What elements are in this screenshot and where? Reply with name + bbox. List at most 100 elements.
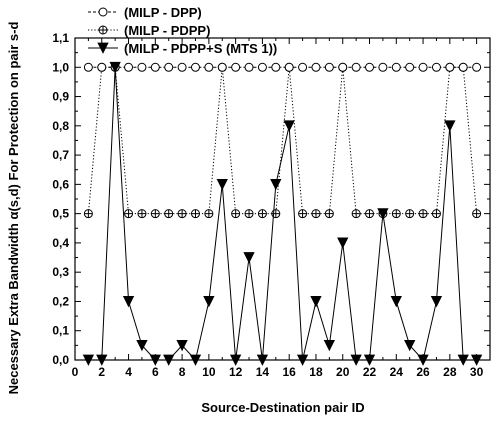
legend-marker: [97, 42, 109, 54]
data-point: [418, 62, 428, 72]
data-point: [257, 209, 267, 219]
data-point: [124, 62, 134, 72]
data-point: [150, 209, 160, 219]
x-tick-label: 24: [390, 365, 404, 379]
data-point: [244, 209, 254, 219]
y-tick-label: 0,2: [52, 294, 69, 308]
x-tick-label: 10: [202, 365, 216, 379]
data-point: [271, 62, 281, 72]
data-point: [445, 62, 455, 72]
data-point: [283, 120, 295, 132]
data-point: [391, 209, 401, 219]
data-point: [324, 209, 334, 219]
x-tick-label: 0: [72, 365, 79, 379]
data-point: [243, 252, 255, 264]
y-tick-label: 0,1: [52, 324, 69, 338]
data-point: [365, 209, 375, 219]
data-point: [204, 62, 214, 72]
data-point: [311, 62, 321, 72]
x-tick-label: 6: [152, 365, 159, 379]
data-point: [124, 209, 134, 219]
data-point: [310, 296, 322, 308]
data-point: [164, 209, 174, 219]
data-point: [177, 209, 187, 219]
data-point: [217, 62, 227, 72]
data-point: [430, 296, 443, 308]
legend-entry: (MILP - DPP): [88, 5, 202, 20]
y-tick-label: 1,0: [52, 60, 69, 74]
data-point: [164, 62, 174, 72]
series-layer: [82, 61, 483, 366]
data-point: [298, 62, 308, 72]
y-tick-label: 0,7: [52, 148, 69, 162]
x-tick-label: 22: [363, 365, 377, 379]
data-point: [365, 62, 375, 72]
data-point: [378, 62, 388, 72]
x-tick-label: 28: [443, 365, 457, 379]
x-tick-label: 20: [336, 365, 350, 379]
data-point: [284, 62, 294, 72]
data-point: [137, 209, 147, 219]
data-point: [351, 62, 361, 72]
y-tick-label: 0,9: [52, 90, 69, 104]
legend-marker: [98, 25, 108, 35]
y-tick-label: 0,5: [52, 207, 69, 221]
x-tick-label: 12: [229, 365, 243, 379]
plot-frame: [74, 37, 491, 361]
data-point: [176, 339, 188, 352]
data-point: [323, 339, 336, 352]
y-tick-label: 1,1: [52, 31, 69, 45]
data-point: [444, 120, 456, 132]
data-point: [109, 61, 121, 74]
data-point: [244, 62, 254, 72]
data-point: [431, 62, 441, 72]
y-tick-label: 0,4: [52, 236, 69, 250]
data-point: [377, 208, 389, 220]
data-point: [405, 209, 415, 219]
data-point: [257, 62, 267, 72]
data-point: [216, 178, 228, 191]
x-tick-label: 2: [98, 365, 105, 379]
data-point: [231, 62, 241, 72]
y-axis-title: Necessary Extra Bandwidth α(s,d) For Pro…: [6, 22, 21, 395]
legend-marker: [98, 7, 108, 17]
data-point: [190, 62, 200, 72]
data-point: [177, 62, 187, 72]
data-point: [390, 296, 402, 308]
data-point: [338, 62, 348, 72]
data-point: [204, 209, 214, 219]
x-tick-label: 16: [283, 365, 297, 379]
legend-label: (MILP - PDPP+S (MTS 1)): [124, 41, 277, 56]
x-tick-label: 18: [309, 365, 323, 379]
data-point: [122, 296, 135, 308]
data-point: [472, 62, 482, 72]
data-point: [337, 237, 349, 249]
data-point: [83, 62, 93, 72]
data-point: [311, 209, 321, 219]
data-point: [458, 62, 468, 72]
x-tick-label: 26: [416, 365, 430, 379]
data-point: [97, 62, 107, 72]
data-point: [190, 209, 200, 219]
series-0: [83, 62, 482, 72]
data-point: [472, 209, 482, 219]
data-point: [231, 209, 241, 219]
legend: (MILP - DPP) (MILP - PDPP) (MILP - PDPP+S …: [88, 5, 277, 56]
data-point: [418, 209, 428, 219]
axes: 0 2 4 6 8 10 12 14 16 18 20 22 24 26 28 300,00,10,20,30…: [52, 31, 491, 379]
y-tick-label: 0,8: [52, 119, 69, 133]
data-point: [83, 209, 93, 219]
data-point: [404, 339, 416, 352]
x-axis-title: Source-Destination pair ID: [201, 400, 364, 415]
data-point: [324, 62, 334, 72]
series-1: [83, 62, 482, 219]
data-point: [391, 62, 401, 72]
data-point: [136, 339, 148, 352]
legend-entry: (MILP - PDPP+S (MTS 1)): [88, 41, 277, 56]
legend-entry: (MILP - PDPP): [88, 23, 210, 38]
data-point: [150, 62, 160, 72]
y-tick-label: 0,6: [52, 177, 69, 191]
legend-label: (MILP - PDPP): [124, 23, 210, 38]
data-point: [405, 62, 415, 72]
